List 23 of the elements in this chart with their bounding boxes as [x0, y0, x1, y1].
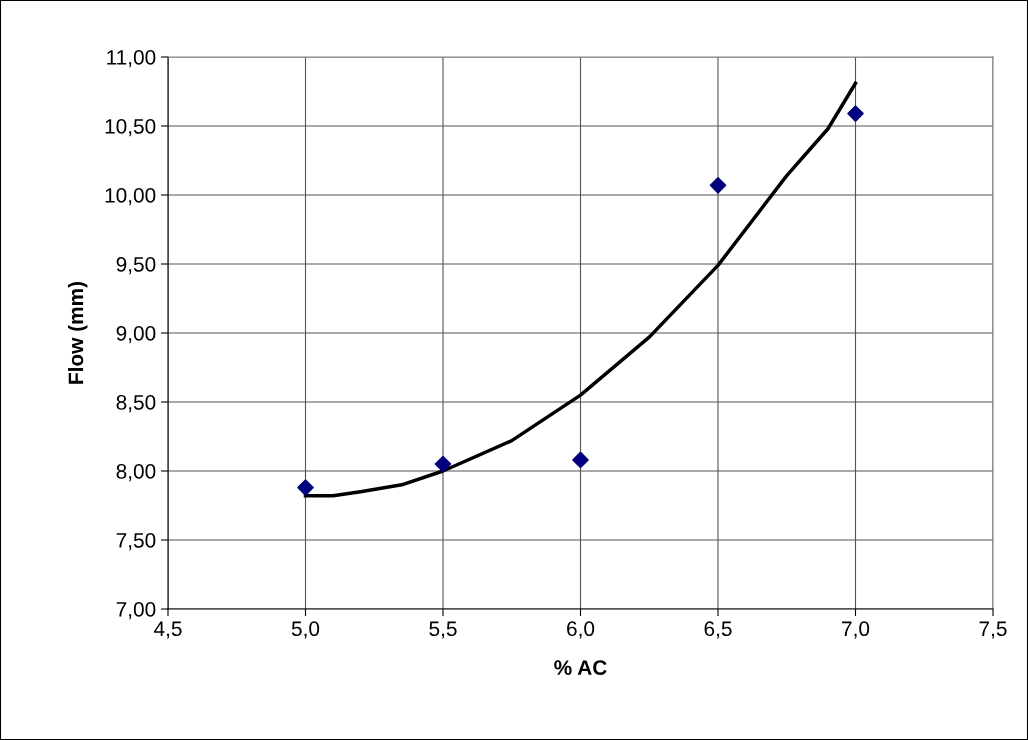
y-tick-label: 8,00	[116, 464, 156, 482]
y-tick-label: 10,50	[105, 119, 156, 137]
y-tick-label: 10,00	[105, 188, 156, 206]
point	[709, 177, 727, 194]
x-tick-label: 5,5	[429, 621, 457, 639]
y-tick-label: 8,50	[116, 395, 156, 413]
point	[297, 479, 314, 496]
y-axis-title: Flow (mm)	[67, 281, 88, 384]
x-axis-title: % AC	[554, 660, 607, 675]
point	[434, 455, 452, 473]
x-tick-label: 7,0	[842, 621, 870, 639]
y-tick-label: 9,50	[116, 257, 156, 275]
x-tick-label: 6,0	[567, 621, 595, 639]
x-tick-label: 4,5	[154, 621, 182, 639]
x-tick-label: 6,5	[704, 621, 732, 639]
y-tick-label: 11,00	[107, 50, 156, 68]
x-tick-label: 7,5	[979, 621, 1007, 639]
y-tick-label: 7,50	[116, 533, 156, 551]
x-tick-label: 5,0	[291, 621, 320, 639]
point	[847, 105, 864, 122]
y-tick-label: 7,00	[116, 602, 156, 620]
y-tick-label: 9,00	[116, 326, 156, 344]
point	[572, 451, 589, 469]
